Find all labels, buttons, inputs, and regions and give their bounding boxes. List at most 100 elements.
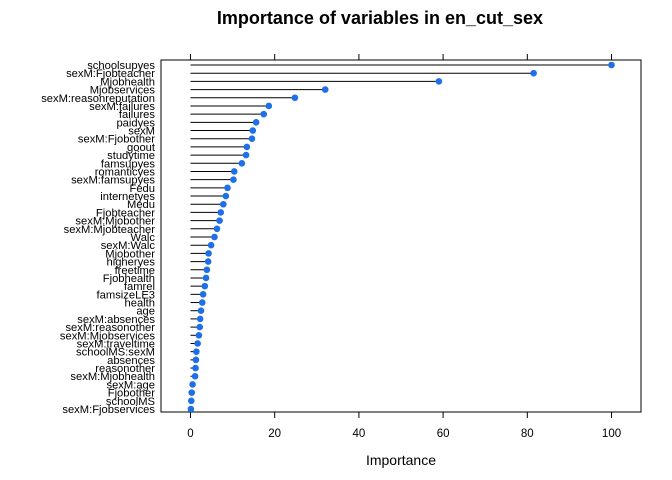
category-label: sexM:absences (77, 314, 155, 326)
category-label: sexM:failures (89, 101, 155, 113)
category-label: schoolMS:sexM (76, 347, 155, 359)
category-label: famsizeLE3 (97, 289, 155, 301)
category-label: sexM:reasonother (65, 322, 155, 334)
importance-point (252, 119, 260, 126)
importance-point (222, 192, 230, 200)
importance-point (187, 405, 195, 413)
importance-point (188, 389, 196, 396)
importance-point (189, 381, 196, 388)
x-axis: 0 20 40 60 80 100 (187, 54, 621, 440)
category-label: Fjobother (108, 388, 156, 400)
importance-point (608, 61, 615, 69)
category-label: sexM:Mjobteacher (64, 224, 156, 236)
importance-point (194, 340, 201, 347)
category-label: sexM:reasonreputation (41, 93, 155, 105)
importance-point (230, 168, 238, 175)
importance-point (198, 299, 206, 306)
x-axis-label: Importance (366, 452, 436, 468)
importance-point (243, 143, 251, 151)
category-label: higheryes (106, 257, 155, 269)
category-label: famrel (124, 281, 155, 293)
category-label: Fedu (130, 183, 156, 195)
category-label: schoolMS (106, 396, 155, 408)
x-tick-label: 100 (602, 428, 621, 440)
importance-point (530, 69, 537, 77)
importance-point (199, 291, 207, 298)
category-label: romanticyes (95, 166, 156, 178)
category-label: freetime (115, 265, 155, 277)
importance-point (435, 78, 443, 85)
category-label: internetyes (100, 191, 155, 203)
category-label: failures (119, 109, 155, 121)
importance-point (205, 250, 212, 257)
importance-point (220, 200, 227, 208)
category-label: schoolsupyes (87, 60, 155, 72)
category-label: sexM:age (106, 379, 155, 391)
importance-point (216, 217, 223, 224)
x-tick-label: 20 (268, 428, 281, 440)
category-label: age (136, 306, 155, 318)
category-label: reasonother (95, 363, 155, 375)
category-label: Medu (127, 199, 155, 211)
importance-point (249, 127, 257, 134)
importance-point (193, 348, 200, 355)
importance-point (207, 241, 215, 249)
category-label: Fjobteacher (96, 207, 155, 219)
category-label: sexM:Fjobteacher (66, 68, 155, 80)
importance-point (204, 258, 212, 265)
importance-point (188, 397, 195, 405)
importance-point (265, 102, 273, 110)
category-label: Mjobhealth (100, 76, 155, 88)
category-label: Walc (131, 232, 156, 244)
y-axis-labels: schoolsupyessexM:FjobteacherMjobhealthMj… (41, 60, 156, 416)
category-label: sexM:Walc (101, 240, 156, 252)
importance-point (202, 274, 210, 282)
x-tick-label: 40 (352, 428, 365, 440)
importance-point (191, 372, 199, 380)
importance-point (230, 176, 237, 183)
category-label: paidyes (116, 117, 155, 129)
category-label: sexM:Fjobservices (62, 404, 155, 416)
x-tick-label: 80 (521, 428, 534, 440)
importance-point (238, 159, 246, 167)
importance-point (192, 364, 199, 372)
category-label: Mjobother (105, 248, 155, 260)
importance-point (321, 86, 329, 93)
category-label: Fjobhealth (103, 273, 155, 285)
x-tick-label: 0 (187, 428, 193, 440)
importance-point (196, 315, 204, 323)
chart-title: Importance of variables in en_cut_sex (217, 8, 543, 28)
importance-point (260, 110, 268, 118)
category-label: health (125, 298, 155, 310)
category-label: sexM:Mjobservices (60, 330, 156, 342)
importance-point (213, 225, 221, 233)
category-label: sexM:Mjobhealth (70, 371, 155, 383)
importance-point (196, 323, 204, 331)
importance-point (195, 331, 203, 339)
category-label: goout (127, 142, 156, 154)
category-label: sexM (128, 126, 155, 138)
importance-point (217, 209, 225, 216)
importance-point (211, 233, 218, 241)
category-label: studytime (107, 150, 155, 162)
importance-point (192, 356, 200, 364)
plot-frame (160, 59, 642, 413)
x-tick-label: 60 (437, 428, 450, 440)
importance-point (224, 184, 231, 192)
category-label: sexM:traveltime (77, 338, 155, 350)
category-label: Mjobservices (90, 85, 156, 97)
category-label: sexM:Mjobother (75, 216, 155, 228)
chart-marks (187, 61, 615, 413)
importance-point (201, 282, 209, 290)
category-label: absences (107, 355, 155, 367)
category-label: sexM:Fjobother (78, 134, 155, 146)
importance-point (203, 266, 211, 274)
category-label: famsupyes (101, 158, 156, 170)
importance-point (197, 307, 205, 315)
importance-point (242, 151, 250, 159)
importance-point (291, 94, 299, 102)
category-label: sexM:famsupyes (71, 175, 155, 187)
importance-point (248, 135, 256, 143)
